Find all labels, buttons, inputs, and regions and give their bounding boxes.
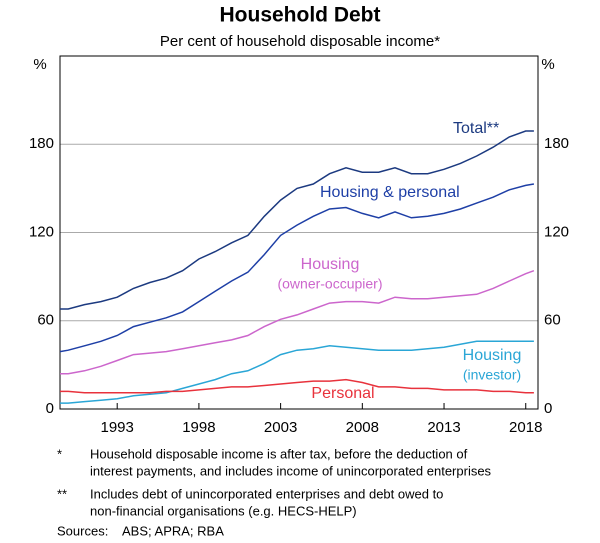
- series-line: [60, 340, 534, 404]
- x-tick-label: 1993: [101, 419, 134, 436]
- y-tick-label: 120: [29, 223, 54, 240]
- y-tick-label-right: 120: [544, 223, 569, 240]
- series-label: Personal: [311, 385, 374, 402]
- chart-subtitle: Per cent of household disposable income*: [160, 33, 440, 50]
- note-text: Includes debt of unincorporated enterpri…: [90, 486, 443, 501]
- y-tick-label: 180: [29, 135, 54, 152]
- series-label: Total**: [453, 120, 499, 137]
- note-text: interest payments, and includes income o…: [90, 463, 492, 478]
- note-marker: **: [57, 486, 67, 501]
- y-tick-label: 60: [37, 312, 54, 329]
- x-tick-label: 2003: [264, 419, 297, 436]
- chart-title: Household Debt: [220, 4, 381, 27]
- plot-frame: [59, 55, 539, 410]
- series-line: [60, 378, 534, 394]
- y-tick-label: 0: [46, 400, 54, 417]
- series-sublabel: (investor): [463, 367, 521, 383]
- x-tick-label: 2018: [509, 419, 542, 436]
- sources-label: Sources:: [57, 523, 108, 538]
- note-marker: *: [57, 446, 62, 461]
- sources: ABS; APRA; RBA: [122, 523, 224, 538]
- y-tick-label-right: 0: [544, 400, 552, 417]
- y-unit-right: %: [541, 56, 554, 73]
- x-tick-label: 2013: [427, 419, 460, 436]
- x-tick-label: 2008: [346, 419, 379, 436]
- y-tick-label-right: 60: [544, 312, 561, 329]
- y-tick-label-right: 180: [544, 135, 569, 152]
- x-tick-label: 1998: [182, 419, 215, 436]
- series-sublabel: (owner-occupier): [277, 276, 382, 292]
- y-unit-left: %: [33, 56, 46, 73]
- series-line: [59, 183, 535, 353]
- series-line: [60, 269, 535, 375]
- note-text: Household disposable income is after tax…: [90, 446, 468, 461]
- series-line: [60, 130, 534, 310]
- note-text: non-financial organisations (e.g. HECS-H…: [90, 503, 357, 518]
- series-label: Housing & personal: [320, 184, 460, 201]
- series-label: Housing: [301, 256, 360, 273]
- series-label: Housing: [463, 347, 522, 364]
